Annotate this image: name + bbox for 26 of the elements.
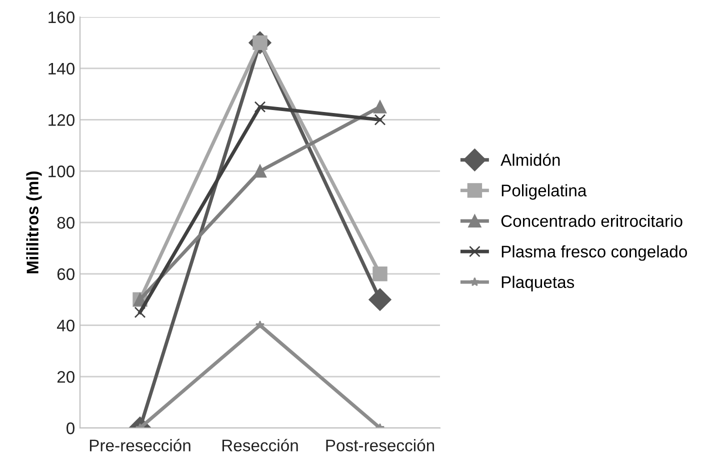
y-tick-label: 160 — [48, 11, 74, 24]
y-tick-label: 0 — [66, 422, 74, 434]
point — [372, 266, 388, 282]
point — [368, 288, 392, 311]
legend-label: Plaquetas — [502, 276, 574, 292]
y-tick-label: 100 — [48, 166, 74, 178]
y-tick-label: 20 — [57, 371, 74, 383]
legend-label: Almidón — [500, 153, 560, 166]
legend-label: Concentrado eritrocitario — [501, 214, 682, 227]
point — [253, 164, 267, 178]
point — [255, 320, 265, 330]
y-tick-label: 60 — [57, 268, 74, 280]
x-tick-label: Resección — [222, 438, 298, 452]
point — [134, 306, 146, 318]
y-tick-label: 40 — [56, 320, 74, 332]
y-axis-title: Mililitros (ml) — [26, 171, 42, 274]
x-tick-label: Post-resección — [326, 438, 434, 452]
point — [373, 100, 387, 114]
legend-label: Poligelatina — [502, 184, 587, 200]
legend-label: Plasma fresco congelado — [502, 245, 687, 261]
y-tick-label: 120 — [48, 114, 74, 126]
y-tick-label: 140 — [48, 62, 74, 75]
point — [374, 114, 386, 126]
point — [254, 101, 266, 113]
x-tick-label: Pre-resección — [90, 438, 190, 452]
y-tick-label: 80 — [57, 216, 74, 229]
